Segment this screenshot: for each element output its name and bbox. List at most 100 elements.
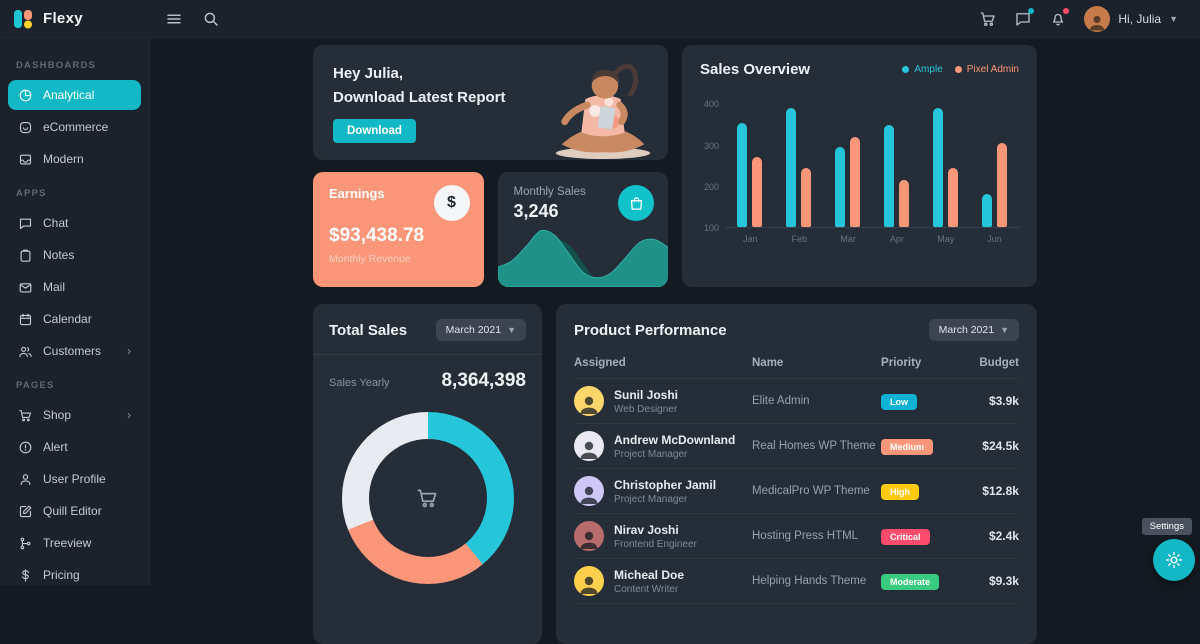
meditating-person-illustration — [542, 50, 664, 160]
avatar — [574, 476, 604, 506]
bar-ample-apr — [884, 125, 894, 227]
calendar-icon — [18, 312, 33, 327]
table-header: Assigned Name Priority Budget — [574, 357, 1019, 379]
earnings-card: Earnings $ $93,438.78 Monthly Revenue — [313, 172, 484, 287]
sidebar-item-label: Pricing — [43, 568, 80, 582]
sidebar-item-user-profile[interactable]: User Profile — [8, 464, 141, 494]
product-performance-title: Product Performance — [574, 322, 727, 339]
sidebar-item-mail[interactable]: Mail — [8, 272, 141, 302]
person-name: Sunil Joshi — [614, 388, 678, 402]
priority-badge: Critical — [881, 529, 930, 545]
bar-group — [982, 96, 1008, 227]
bar-group — [737, 96, 763, 227]
hamburger-icon[interactable] — [165, 10, 183, 28]
chevron-right-icon: › — [127, 345, 131, 357]
sidebar-section-dashboards: DASHBOARDS — [0, 48, 149, 78]
sidebar-item-modern[interactable]: Modern — [8, 144, 141, 174]
bar-ample-jun — [982, 194, 992, 227]
sidebar-item-label: Quill Editor — [43, 504, 102, 518]
x-tick-label: Jan — [737, 234, 763, 244]
sales-yearly-label: Sales Yearly — [329, 377, 390, 389]
user-avatar — [1084, 6, 1110, 32]
project-name: Hosting Press HTML — [752, 530, 881, 542]
dollar-icon: $ — [434, 185, 470, 221]
table-row: Sunil Joshi Web Designer Elite Admin Low… — [574, 379, 1019, 424]
sidebar-item-label: Treeview — [43, 536, 91, 550]
main-content: Hey Julia, Download Latest Report Downlo… — [150, 38, 1200, 585]
sales-yearly-value: 8,364,398 — [441, 370, 526, 392]
sidebar-item-shop[interactable]: Shop › — [8, 400, 141, 430]
shopping-bag-icon — [618, 185, 654, 221]
notes-icon — [18, 248, 33, 263]
sidebar-item-quill-editor[interactable]: Quill Editor — [8, 496, 141, 526]
legend-item[interactable]: Pixel Admin — [955, 64, 1019, 75]
project-name: Real Homes WP Theme — [752, 440, 881, 452]
messages-badge-dot — [1028, 8, 1034, 14]
settings-fab[interactable] — [1153, 539, 1195, 581]
sidebar-item-label: User Profile — [43, 472, 106, 486]
pricing-icon — [18, 568, 33, 583]
sidebar-item-treeview[interactable]: Treeview — [8, 528, 141, 558]
sidebar-item-label: Calendar — [43, 312, 92, 326]
legend-dot — [955, 66, 962, 73]
bar-ample-feb — [786, 108, 796, 227]
customers-icon — [18, 344, 33, 359]
table-row: Micheal Doe Content Writer Helping Hands… — [574, 559, 1019, 604]
ecommerce-icon — [18, 120, 33, 135]
sidebar-item-analytical[interactable]: Analytical — [8, 80, 141, 110]
settings-tooltip: Settings — [1142, 518, 1192, 535]
notifications-badge-dot — [1063, 8, 1069, 14]
sidebar-section-pages: PAGES — [0, 368, 149, 398]
treeview-icon — [18, 536, 33, 551]
priority-badge: Medium — [881, 439, 933, 455]
brand[interactable]: Flexy — [0, 8, 150, 30]
column-assigned: Assigned — [574, 357, 752, 369]
sidebar-item-calendar[interactable]: Calendar — [8, 304, 141, 334]
sidebar-item-ecommerce[interactable]: eCommerce — [8, 112, 141, 142]
bar-ample-mar — [835, 147, 845, 227]
sidebar-item-customers[interactable]: Customers › — [8, 336, 141, 366]
brand-name: Flexy — [43, 10, 83, 27]
messages-icon[interactable] — [1014, 10, 1032, 28]
shop-icon — [18, 408, 33, 423]
chevron-right-icon: › — [127, 409, 131, 421]
budget-value: $24.5k — [957, 439, 1019, 453]
product-performance-period-dropdown[interactable]: March 2021 ▼ — [929, 319, 1019, 341]
divider — [313, 354, 542, 355]
person-role: Web Designer — [614, 404, 678, 415]
bar-group — [884, 96, 910, 227]
column-priority: Priority — [881, 357, 957, 369]
x-tick-label: May — [933, 234, 959, 244]
person-name: Andrew McDownland — [614, 433, 735, 447]
table-row: Christopher Jamil Project Manager Medica… — [574, 469, 1019, 514]
budget-value: $2.4k — [957, 529, 1019, 543]
sidebar-item-label: Alert — [43, 440, 68, 454]
notifications-icon[interactable] — [1049, 10, 1067, 28]
sidebar-item-label: Chat — [43, 216, 68, 230]
sidebar-item-label: Shop — [43, 408, 71, 422]
topbar: Flexy Hi, Julia ▼ — [0, 0, 1200, 38]
sidebar-item-pricing[interactable]: Pricing — [8, 560, 141, 585]
bar-pixel-admin-feb — [801, 168, 811, 227]
legend-item[interactable]: Ample — [902, 64, 942, 75]
sidebar-item-alert[interactable]: Alert — [8, 432, 141, 462]
person-role: Project Manager — [614, 494, 716, 505]
total-sales-period-dropdown[interactable]: March 2021 ▼ — [436, 319, 526, 341]
sidebar-item-chat[interactable]: Chat — [8, 208, 141, 238]
user-menu[interactable]: Hi, Julia ▼ — [1084, 6, 1178, 32]
avatar — [574, 521, 604, 551]
sidebar-item-notes[interactable]: Notes — [8, 240, 141, 270]
mail-icon — [18, 280, 33, 295]
y-tick-label: 100 — [704, 223, 719, 233]
search-icon[interactable] — [202, 10, 220, 28]
download-button[interactable]: Download — [333, 119, 416, 143]
quill-editor-icon — [18, 504, 33, 519]
column-budget: Budget — [957, 357, 1019, 369]
budget-value: $9.3k — [957, 574, 1019, 588]
monthly-sales-area-chart — [498, 221, 669, 287]
cart-icon[interactable] — [979, 10, 997, 28]
